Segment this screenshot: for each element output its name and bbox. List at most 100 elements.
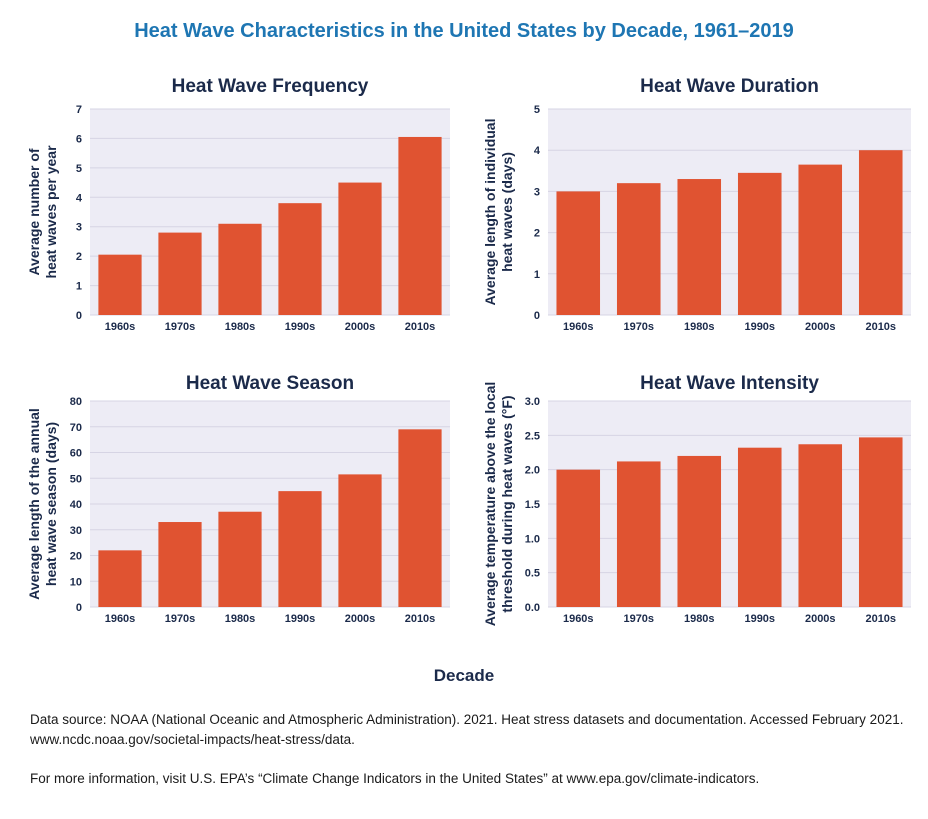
x-tick-label: 1990s (285, 321, 316, 333)
x-tick-label: 1990s (744, 321, 775, 333)
x-tick-label: 2010s (865, 321, 896, 333)
y-tick-label: 50 (70, 473, 82, 485)
y-axis-label: Average length of individualheat waves (… (482, 119, 515, 306)
more-info-note: For more information, visit U.S. EPA’s “… (30, 771, 760, 786)
plot-background (90, 109, 450, 315)
y-axis-label-line: Average number of (26, 148, 42, 275)
chart-title: Heat Wave Intensity (640, 373, 819, 394)
y-axis-label: Average length of the annualheat wave se… (26, 408, 59, 600)
y-tick-label: 3.0 (525, 396, 540, 408)
x-tick-label: 1980s (225, 321, 256, 333)
chart-title: Heat Wave Frequency (172, 76, 369, 97)
bar-1960s (98, 254, 142, 315)
chart-panel-1: Heat Wave Frequency 0 1 2 3 4 5 6 7 1960s 1970s 198… (26, 76, 450, 333)
y-tick-label: 40 (70, 499, 82, 511)
y-tick-label: 1.0 (525, 533, 540, 545)
y-axis-label-line: heat waves (days) (499, 152, 515, 272)
y-tick-label: 2 (76, 251, 82, 263)
bar-1970s (616, 183, 661, 315)
plot-background (548, 109, 911, 315)
y-tick-label: 0 (76, 310, 82, 322)
y-axis-label-line: heat wave season (days) (43, 422, 59, 586)
bar-1980s (218, 223, 262, 315)
x-tick-label: 2000s (805, 321, 836, 333)
bar-1960s (98, 550, 142, 607)
chart-panel-2: Heat Wave Duration 0 1 2 3 4 5 1960s 1970s 1980s 1… (482, 76, 911, 333)
main-title: Heat Wave Characteristics in the United … (134, 20, 794, 42)
x-tick-label: 1970s (623, 321, 654, 333)
y-tick-label: 2.5 (525, 430, 540, 442)
x-tick-label: 1960s (105, 613, 136, 625)
y-tick-label: 4 (76, 192, 83, 204)
x-tick-label: 1970s (165, 613, 196, 625)
y-axis-label: Average number ofheat waves per year (26, 145, 59, 279)
chart-panel-4: Heat Wave Intensity 0.0 0.5 1.0 1.5 2.0 2.5 3.0… (482, 373, 911, 626)
y-tick-label: 0.0 (525, 602, 540, 614)
y-axis-label-line: Average length of the annual (26, 408, 42, 600)
bar-2000s (338, 182, 382, 315)
x-tick-label: 1960s (563, 321, 594, 333)
y-tick-label: 6 (76, 133, 82, 145)
y-tick-label: 0 (534, 310, 540, 322)
x-tick-label: 1960s (563, 613, 594, 625)
x-tick-label: 1980s (684, 321, 715, 333)
bar-1970s (158, 232, 202, 315)
x-tick-label: 1980s (684, 613, 715, 625)
y-tick-label: 20 (70, 551, 82, 563)
y-tick-label: 80 (70, 396, 82, 408)
y-tick-label: 5 (76, 163, 82, 175)
bar-1990s (278, 491, 322, 607)
chart-title: Heat Wave Season (186, 373, 354, 394)
bar-2010s (858, 437, 903, 607)
data-source-note: Data source: NOAA (National Oceanic and … (30, 712, 904, 747)
x-tick-label: 2010s (405, 321, 436, 333)
x-tick-label: 1980s (225, 613, 256, 625)
y-tick-label: 0.5 (525, 568, 540, 580)
x-tick-label: 2010s (405, 613, 436, 625)
bar-1970s (158, 522, 202, 607)
charts-canvas: Heat Wave Frequency 0 1 2 3 4 5 6 7 1960s 1970s 198… (26, 76, 911, 626)
x-tick-label: 1990s (285, 613, 316, 625)
y-axis-label: Average temperature above the localthres… (482, 382, 515, 627)
bar-1980s (218, 511, 262, 607)
y-tick-label: 3 (76, 222, 82, 234)
y-tick-label: 1 (76, 281, 82, 293)
bar-1980s (677, 455, 722, 607)
bar-2000s (798, 164, 843, 315)
x-tick-label: 2010s (865, 613, 896, 625)
bar-1990s (737, 447, 782, 607)
y-tick-label: 30 (70, 525, 82, 537)
y-tick-label: 10 (70, 576, 82, 588)
bar-2000s (798, 444, 843, 607)
bar-1970s (616, 461, 661, 607)
x-tick-label: 2000s (345, 613, 376, 625)
y-tick-label: 3 (534, 186, 540, 198)
y-axis-label-line: threshold during heat waves (°F) (499, 395, 515, 612)
y-tick-label: 7 (76, 104, 82, 116)
bar-2010s (398, 136, 442, 315)
y-tick-label: 70 (70, 422, 82, 434)
y-tick-label: 5 (534, 104, 540, 116)
chart-title: Heat Wave Duration (640, 76, 819, 97)
x-tick-label: 1990s (744, 613, 775, 625)
y-tick-label: 60 (70, 448, 82, 460)
y-axis-label-line: Average length of individual (482, 119, 498, 306)
x-tick-label: 1970s (623, 613, 654, 625)
y-axis-label-line: heat waves per year (43, 145, 59, 279)
bar-1960s (556, 191, 601, 315)
bar-2010s (858, 150, 903, 315)
x-tick-label: 2000s (805, 613, 836, 625)
y-axis-label-line: Average temperature above the local (482, 382, 498, 627)
y-tick-label: 1.5 (525, 499, 540, 511)
x-tick-label: 1970s (165, 321, 196, 333)
bar-1980s (677, 179, 722, 315)
bar-1990s (737, 172, 782, 315)
bar-1990s (278, 203, 322, 315)
x-tick-label: 1960s (105, 321, 136, 333)
y-tick-label: 0 (76, 602, 82, 614)
bar-1960s (556, 469, 601, 607)
y-tick-label: 4 (534, 145, 541, 157)
y-tick-label: 1 (534, 269, 540, 281)
y-tick-label: 2 (534, 228, 540, 240)
shared-x-axis-label: Decade (433, 666, 495, 685)
